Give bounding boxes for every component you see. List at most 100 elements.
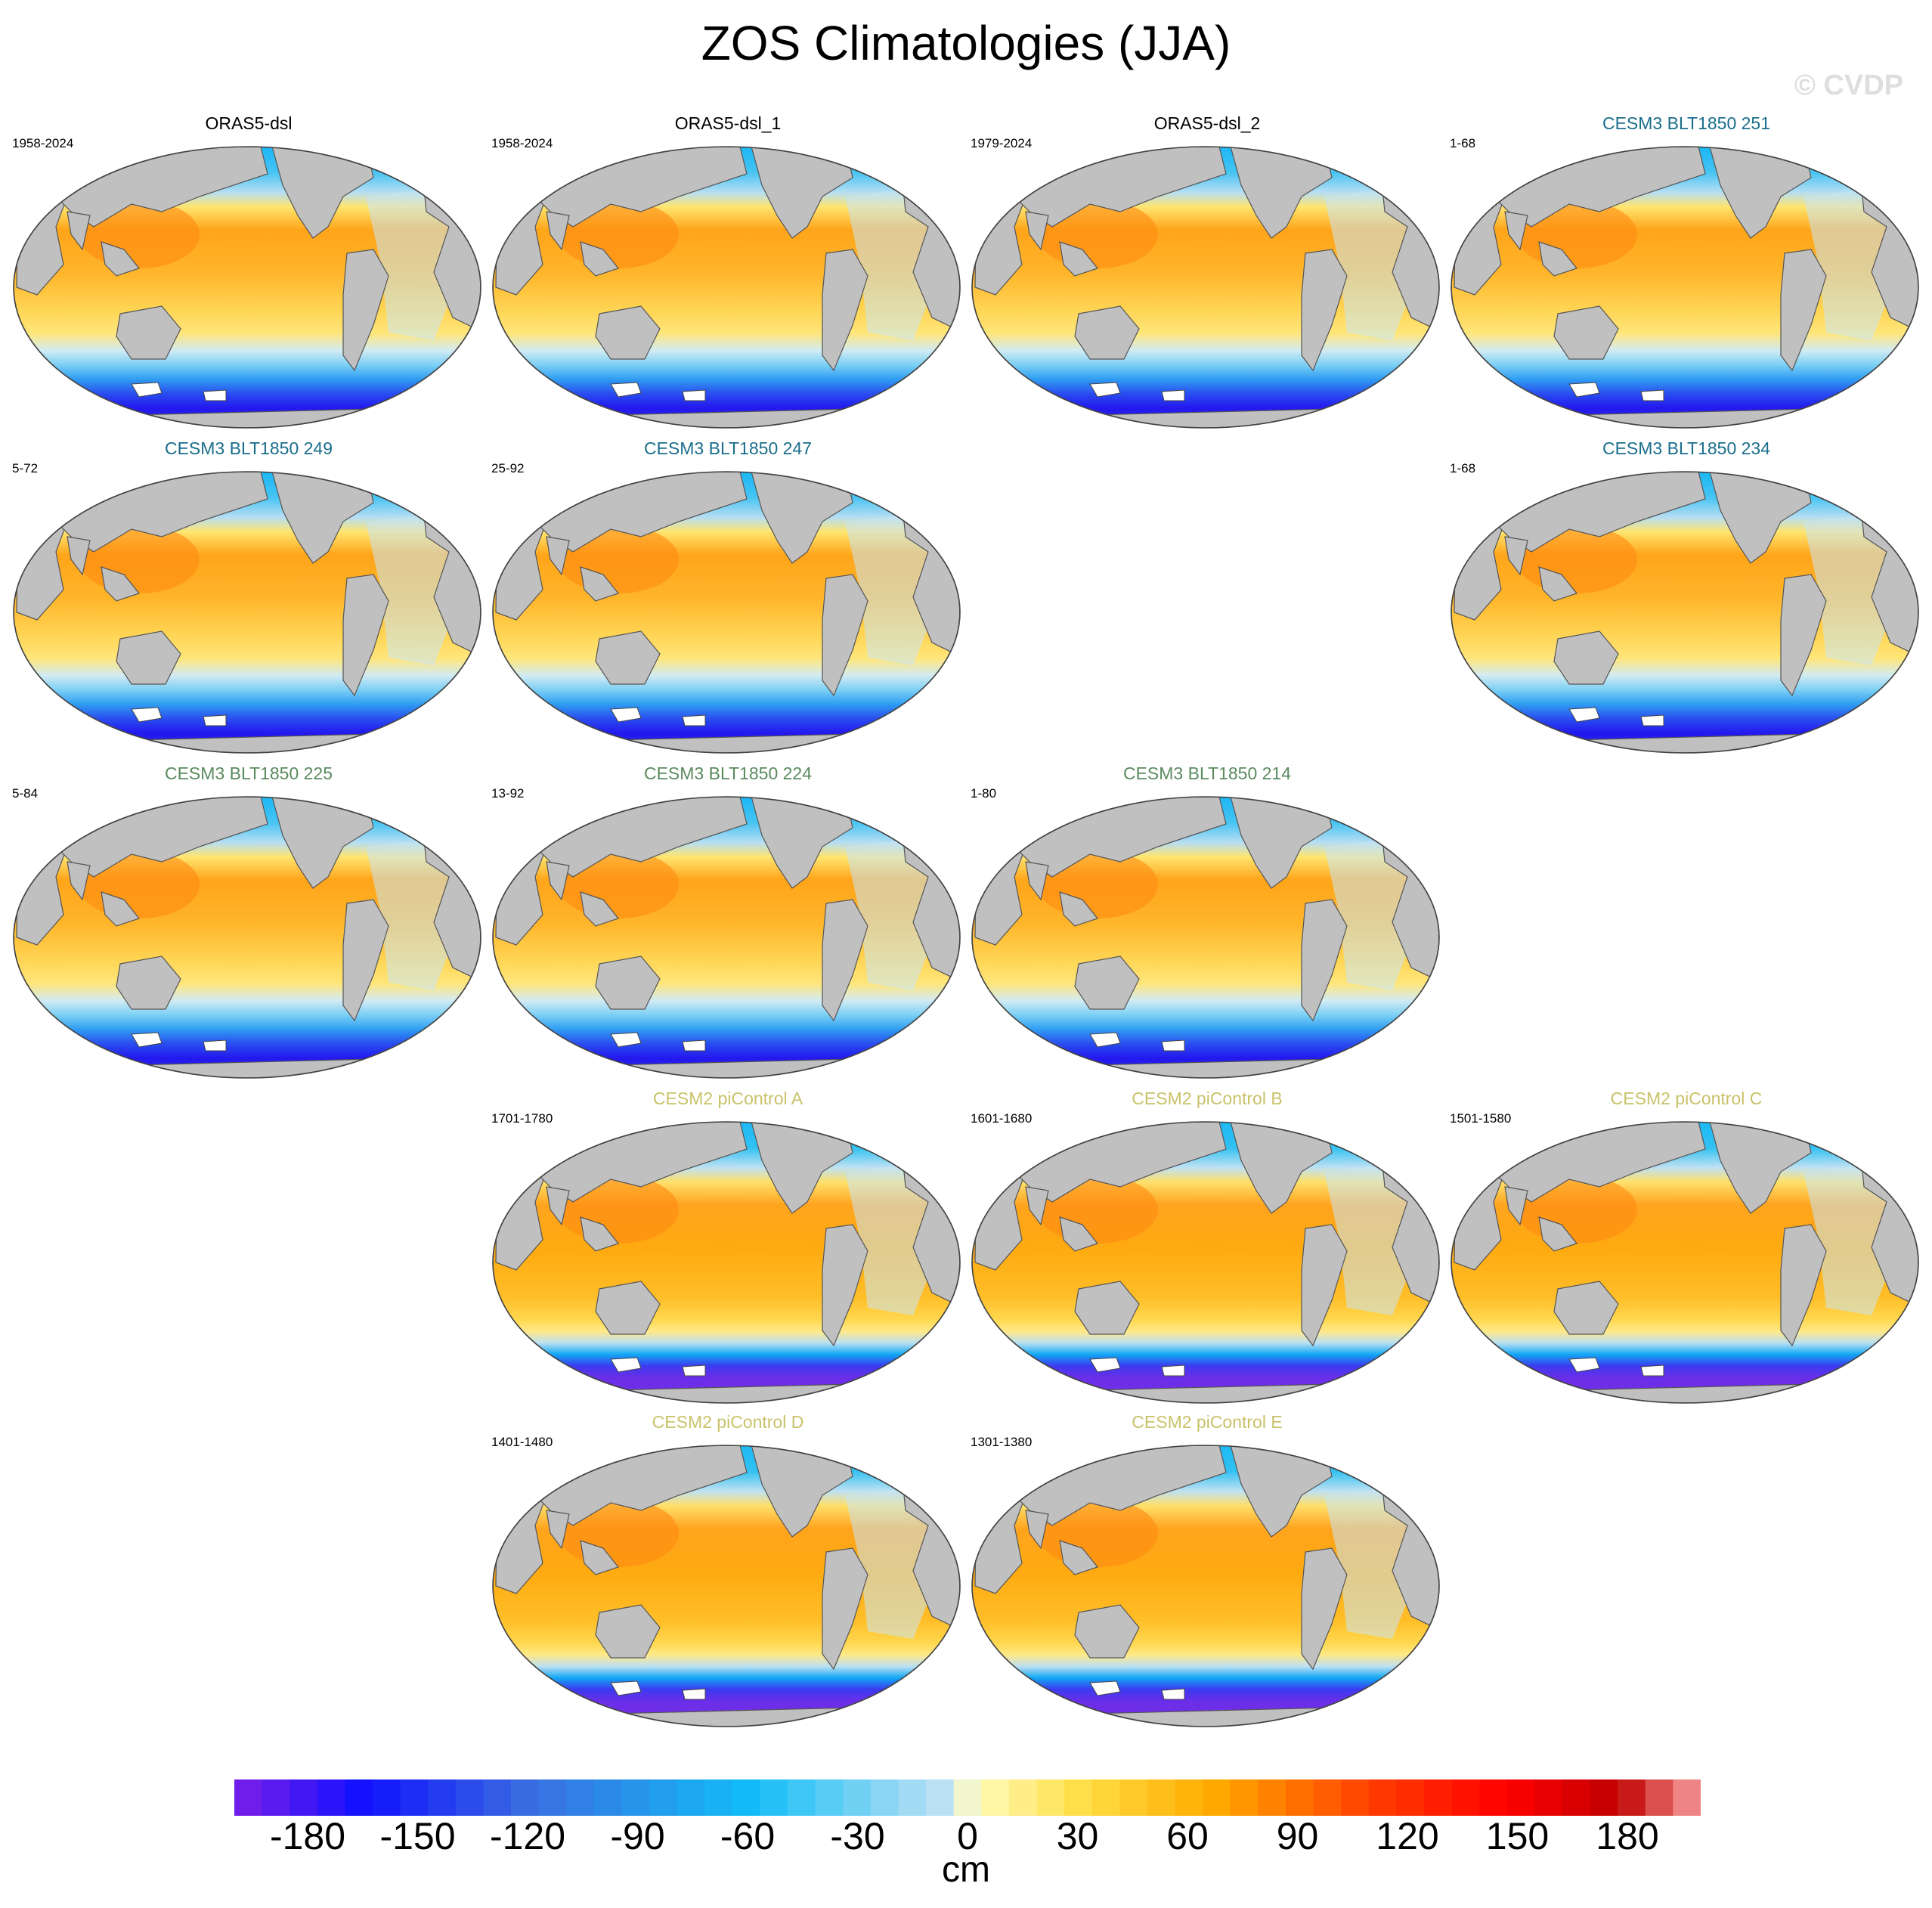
- colorbar-box: [1562, 1779, 1591, 1816]
- land-mass: [1538, 1216, 1578, 1252]
- colorbar-box: [1645, 1779, 1673, 1816]
- colorbar-box: [400, 1779, 429, 1816]
- land-mass: [1301, 1547, 1348, 1671]
- panel-title: CESM2 piControl E: [1132, 1412, 1283, 1432]
- map-border: [492, 1445, 961, 1727]
- land-mass: [116, 305, 181, 360]
- cvdp-watermark: © CVDP: [1794, 70, 1903, 101]
- land-mass: [595, 305, 661, 360]
- panel-title: CESM3 BLT1850 225: [164, 764, 333, 783]
- land-mass: [580, 241, 620, 277]
- land-mass: [1553, 1281, 1619, 1335]
- land-mass: [1074, 1281, 1140, 1335]
- colorbar-box: [1175, 1779, 1203, 1816]
- land-mass: [1301, 249, 1348, 372]
- map: [492, 796, 961, 1079]
- map-panel: CESM2 piControl C 1501-1580: [1448, 1089, 1924, 1406]
- land-mass: [1780, 249, 1827, 372]
- land-mass: [1025, 1186, 1049, 1226]
- land-mass: [67, 536, 91, 576]
- panel-title: CESM2 piControl B: [1132, 1089, 1283, 1108]
- panel-years: 13-92: [491, 786, 525, 801]
- map-panel: CESM3 BLT1850 249 5-72: [11, 438, 487, 756]
- colorbar-box: [1423, 1779, 1453, 1816]
- colorbar-tick-label: -60: [720, 1815, 776, 1857]
- panel-title: CESM2 piControl D: [652, 1412, 804, 1432]
- land-mass: [1504, 1186, 1528, 1226]
- colorbar-box: [1590, 1779, 1618, 1816]
- land-mass: [1059, 1216, 1099, 1252]
- map-border: [13, 796, 481, 1079]
- colorbar: [234, 1779, 1701, 1816]
- panel-title: CESM3 BLT1850 249: [164, 438, 333, 458]
- land-mass: [595, 1281, 661, 1335]
- colorbar-box: [511, 1779, 540, 1816]
- map-panel: CESM2 piControl A 1701-1780: [490, 1089, 966, 1406]
- colorbar-box: [760, 1779, 788, 1816]
- map-panel: CESM3 BLT1850 225 5-84: [11, 764, 487, 1081]
- panel-years: 1958-2024: [12, 136, 74, 150]
- panel-years: 1301-1380: [971, 1435, 1033, 1449]
- colorbar-box: [677, 1779, 705, 1816]
- land-mass: [101, 891, 141, 927]
- map: [971, 1445, 1440, 1727]
- colorbar-box: [1258, 1779, 1286, 1816]
- panel-title: CESM3 BLT1850 214: [1122, 764, 1292, 783]
- map-border: [971, 146, 1440, 429]
- colorbar-box: [262, 1779, 290, 1816]
- panel-title: CESM2 piControl A: [652, 1089, 803, 1108]
- colorbar-box: [788, 1779, 816, 1816]
- map-border: [1451, 471, 1919, 754]
- colorbar-box: [566, 1779, 595, 1816]
- map-panel: CESM2 piControl E 1301-1380: [969, 1412, 1445, 1730]
- colorbar-tick-label: 30: [1056, 1815, 1099, 1857]
- map-border: [971, 1445, 1440, 1727]
- land-mass: [1025, 211, 1049, 251]
- panel-title: CESM3 BLT1850 224: [643, 764, 813, 783]
- colorbar-tick-label: -30: [830, 1815, 885, 1857]
- land-mass: [1074, 305, 1140, 360]
- map-panel: CESM3 BLT1850 214 1-80: [969, 764, 1445, 1081]
- colorbar-tick-label: -180: [269, 1815, 346, 1857]
- map: [492, 471, 961, 754]
- land-mass: [101, 566, 141, 602]
- colorbar-box: [1313, 1779, 1342, 1816]
- panel-years: 1-68: [1450, 461, 1476, 475]
- colorbar-units: cm: [942, 1850, 990, 1890]
- map-border: [492, 471, 961, 754]
- map-panel: ORAS5-dsl 1958-2024: [11, 113, 487, 431]
- land-mass: [580, 566, 620, 602]
- land-mass: [546, 536, 570, 576]
- land-mass: [342, 574, 389, 697]
- colorbar-box: [981, 1779, 1010, 1816]
- map: [1451, 1121, 1919, 1404]
- colorbar-box: [593, 1779, 622, 1816]
- colorbar-tick-label: 150: [1485, 1815, 1550, 1857]
- map-panel: CESM2 piControl B 1601-1680: [969, 1089, 1445, 1406]
- panel-years: 5-72: [12, 461, 39, 475]
- map-panel: CESM3 BLT1850 251 1-68: [1448, 113, 1924, 431]
- land-mass: [822, 249, 868, 372]
- map-border: [1451, 1121, 1919, 1404]
- land-mass: [1074, 1604, 1140, 1659]
- map: [13, 796, 481, 1079]
- land-mass: [1025, 861, 1049, 901]
- colorbar-box: [1230, 1779, 1259, 1816]
- colorbar-box: [538, 1779, 567, 1816]
- colorbar-box: [953, 1779, 982, 1816]
- land-mass: [1553, 305, 1619, 360]
- colorbar-box: [373, 1779, 401, 1816]
- colorbar-box: [1008, 1779, 1038, 1816]
- panel-years: 25-92: [491, 461, 525, 475]
- colorbar-box: [1285, 1779, 1314, 1816]
- colorbar-tick-label: 90: [1276, 1815, 1319, 1857]
- colorbar-box: [815, 1779, 844, 1816]
- colorbar-box: [1506, 1779, 1535, 1816]
- land-mass: [1059, 1540, 1099, 1575]
- map: [971, 146, 1440, 429]
- map-border: [971, 1121, 1440, 1404]
- map-panel: CESM3 BLT1850 224 13-92: [490, 764, 966, 1081]
- map-border: [13, 471, 481, 754]
- colorbar-box: [1119, 1779, 1148, 1816]
- map-panel: CESM3 BLT1850 247 25-92: [490, 438, 966, 756]
